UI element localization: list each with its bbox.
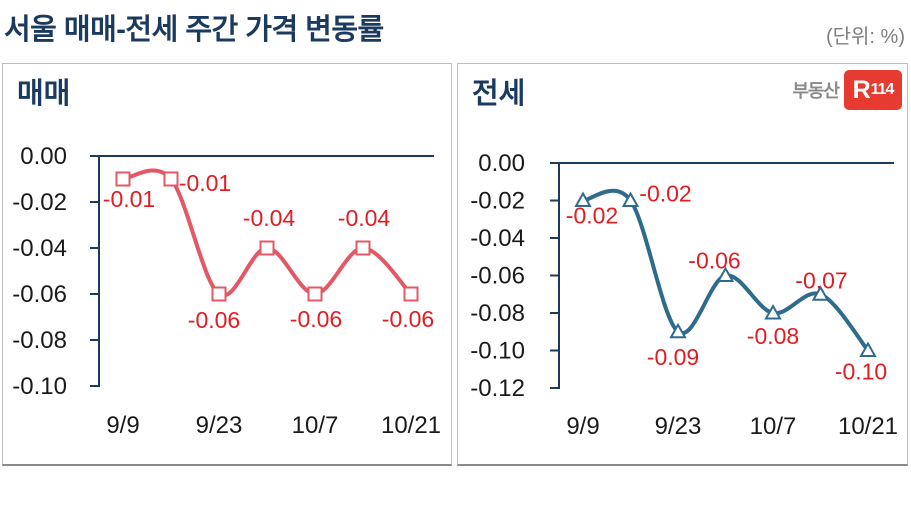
x-tick-label: 10/7 [750, 413, 797, 440]
unit-label: (단위: %) [825, 26, 905, 48]
page-title: 서울 매매-전세 주간 가격 변동률 [4, 14, 384, 46]
x-tick-label: 9/9 [106, 412, 139, 439]
data-point-marker [115, 171, 131, 187]
series-line [121, 168, 413, 298]
y-tick-label: -0.06 [470, 263, 525, 290]
data-point-label: -0.04 [243, 205, 296, 231]
data-point-marker [811, 285, 830, 301]
brand-logo: 부동산 R 114 [792, 70, 902, 110]
data-point-marker [621, 191, 640, 207]
y-tick-label: -0.06 [12, 281, 67, 308]
x-tick-label: 9/23 [655, 413, 702, 440]
sale-panel-title: 매매 [17, 78, 71, 110]
data-point-label: -0.01 [179, 170, 231, 196]
jeonse-panel-title: 전세 [472, 78, 526, 110]
r114-logo-icon: R 114 [844, 70, 902, 110]
data-point-marker [669, 322, 687, 339]
data-point-marker [574, 191, 592, 207]
data-point-marker [764, 303, 782, 320]
jeonse-chart: 0.00-0.02-0.04-0.06-0.08-0.10-0.12-0.02-… [470, 150, 898, 440]
data-point-label: -0.06 [290, 306, 342, 332]
brand-mark-num: 114 [870, 81, 895, 98]
data-point-marker [259, 240, 275, 256]
brand-mark-r: R [852, 75, 871, 104]
data-point-label: -0.06 [382, 306, 434, 332]
data-point-marker [211, 286, 227, 302]
data-point-label: -0.02 [566, 203, 618, 229]
data-point-marker [403, 286, 419, 302]
data-point-label: -0.08 [747, 323, 799, 349]
y-tick-label: -0.12 [470, 375, 525, 402]
x-tick-label: 9/23 [196, 412, 243, 439]
y-tick-label: -0.02 [12, 189, 67, 216]
y-tick-label: 0.00 [478, 150, 525, 177]
data-point-marker [859, 341, 877, 357]
y-tick-label: -0.02 [470, 188, 525, 215]
sale-panel: 0.00 -0.02 -0.04 -0.06 -0.08 -0.10 -0.01 -0.01-… [2, 63, 452, 466]
data-point-label: -0.01 [103, 186, 155, 212]
sale-chart: 0.00-0.02-0.04-0.06-0.08-0.10-0.01-0.01-… [12, 143, 441, 439]
x-tick-label: 10/7 [292, 412, 339, 439]
data-point-marker [355, 240, 371, 256]
data-point-marker [307, 286, 323, 302]
y-tick-label: -0.10 [470, 338, 525, 365]
x-tick-label: 10/21 [381, 412, 441, 439]
data-point-label: -0.10 [835, 359, 887, 385]
data-point-label: -0.02 [639, 181, 691, 207]
y-tick-label: -0.04 [470, 225, 525, 252]
data-point-label: -0.07 [795, 267, 847, 293]
data-point-label: -0.04 [338, 205, 391, 231]
data-point-label: -0.06 [688, 248, 740, 274]
data-point-marker [716, 266, 735, 282]
brand-prefix-label: 부동산 [792, 81, 840, 101]
y-tick-label: -0.04 [12, 235, 67, 262]
data-point-label: -0.06 [188, 307, 240, 333]
data-point-marker [163, 171, 179, 187]
y-tick-label: 0.00 [20, 143, 67, 170]
jeonse-panel: 0.00 -0.02 -0.04 -0.06 -0.08 -0.10 -0.12 -0.02-… [457, 63, 908, 466]
y-tick-label: -0.10 [12, 373, 67, 400]
data-point-label: -0.09 [647, 344, 699, 370]
x-tick-label: 10/21 [838, 413, 898, 440]
x-tick-label: 9/9 [566, 413, 599, 440]
y-tick-label: -0.08 [470, 300, 525, 327]
y-tick-label: -0.08 [12, 327, 67, 354]
